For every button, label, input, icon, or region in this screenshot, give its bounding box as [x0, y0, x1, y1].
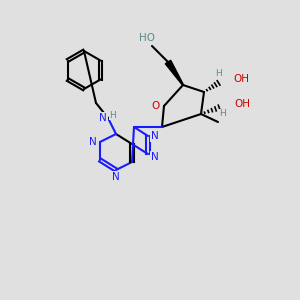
- Text: N: N: [99, 113, 107, 123]
- Text: H: H: [220, 110, 226, 118]
- Text: N: N: [89, 137, 97, 147]
- Text: N: N: [151, 152, 159, 162]
- Text: OH: OH: [234, 99, 250, 109]
- Text: O: O: [151, 101, 159, 111]
- Text: OH: OH: [233, 74, 249, 84]
- Text: H: H: [110, 110, 116, 119]
- Polygon shape: [165, 60, 183, 85]
- Text: HO: HO: [139, 33, 155, 43]
- Text: H: H: [214, 68, 221, 77]
- Text: N: N: [112, 172, 120, 182]
- Text: N: N: [151, 131, 159, 141]
